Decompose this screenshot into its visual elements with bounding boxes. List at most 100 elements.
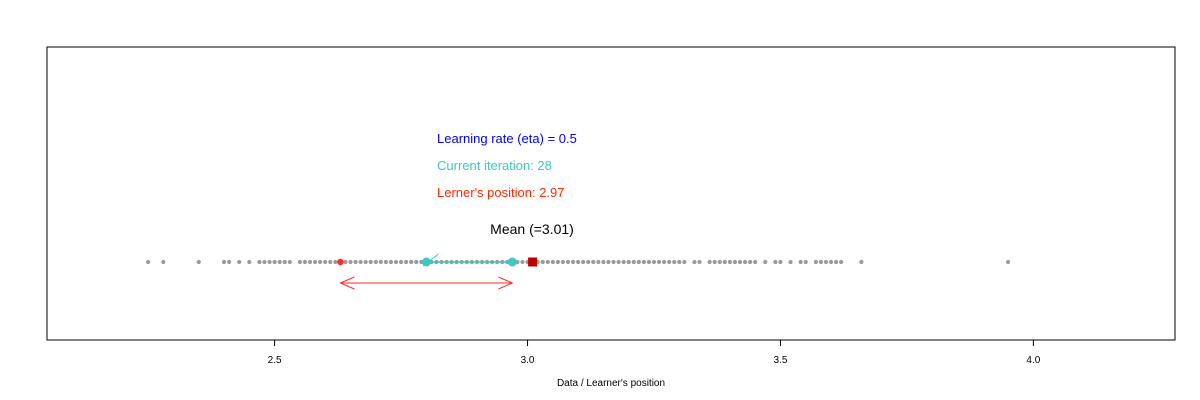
x-axis-label: Data / Learner's position [557,378,665,389]
data-point [287,259,292,265]
data-point [778,259,783,265]
data-point [763,259,768,265]
data-point [742,259,748,265]
data-point [353,259,358,265]
data-point [697,259,702,265]
data-point [161,259,166,265]
data-point [813,259,818,265]
data-point [555,259,560,265]
data-point [606,259,611,265]
data-point [692,259,697,265]
data-point [388,259,394,265]
plot-frame [46,46,1176,341]
data-point [368,259,373,265]
data-point [596,259,601,265]
data-point [333,259,338,265]
data-point [732,259,738,265]
x-axis: 2.5 3.0 3.5 4.0 [268,340,1041,366]
data-point [196,259,201,265]
data-point [226,259,232,265]
data-point [707,259,712,265]
data-point [591,259,596,265]
annotation-position: Lerner's position: 2.97 [437,185,565,200]
data-point [646,259,652,265]
x-tick-label: 2.5 [268,355,282,366]
data-point [611,259,616,265]
data-point [631,259,636,265]
data-point [221,259,227,265]
data-point [859,259,864,265]
mean-marker [528,257,538,267]
data-point [636,259,641,265]
data-point [798,259,803,265]
data-point [560,259,566,265]
x-tick-label: 4.0 [1026,355,1040,366]
data-point [651,259,657,265]
data-point [727,259,732,265]
data-point [788,259,793,265]
data-point [839,259,844,265]
step-arrow-left-head [339,276,355,290]
data-point [404,259,409,265]
data-point [828,259,834,265]
data-point [586,259,591,265]
learner-overlay [337,253,538,290]
data-point [667,259,672,265]
data-point [348,259,353,265]
data-point [272,259,277,265]
data-point [318,259,323,265]
previous-position-marker [421,257,431,267]
data-point [833,259,839,265]
data-point [297,259,303,265]
data-point [237,259,242,265]
mean-label: Mean (=3.01) [490,221,574,237]
data-point [328,259,333,265]
data-point [398,259,404,265]
data-point [520,259,525,265]
data-point [267,259,272,265]
data-point [378,259,383,265]
annotation-iteration: Current iteration: 28 [437,158,552,173]
data-point [576,259,581,265]
data-point [373,259,378,265]
data-point [257,259,262,265]
data-point [753,259,758,265]
data-point [414,259,419,265]
data-point [302,259,308,265]
data-point [656,259,662,265]
data-point [722,259,727,265]
x-tick-label: 3.0 [521,355,535,366]
data-point [1005,259,1011,265]
data-point [823,259,829,265]
data-point [616,259,621,265]
data-point [818,259,824,265]
start-marker [337,258,344,266]
data-point [363,259,368,265]
data-point [626,259,631,265]
data-point [773,259,778,265]
data-point [712,259,717,265]
data-point [621,259,626,265]
data-point [601,259,606,265]
data-point [146,259,151,265]
data-point [662,259,667,265]
x-tick-label: 3.5 [773,355,787,366]
data-point [677,259,682,265]
data-point [409,259,414,265]
data-point [672,259,677,265]
data-point [282,259,287,265]
learner-position-marker [507,257,517,267]
data-point [307,259,313,265]
data-point [641,259,646,265]
step-arrow-right-head [498,276,514,290]
data-point [383,259,389,265]
data-point [581,259,586,265]
data-point [323,259,328,265]
data-point [682,259,687,265]
data-point [312,259,318,265]
data-point [550,259,555,265]
data-point [565,259,571,265]
data-point [748,259,753,265]
annotation-learning-rate: Learning rate (eta) = 0.5 [437,131,577,146]
